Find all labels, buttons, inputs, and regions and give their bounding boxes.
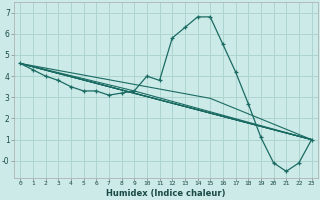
X-axis label: Humidex (Indice chaleur): Humidex (Indice chaleur) [106,189,226,198]
